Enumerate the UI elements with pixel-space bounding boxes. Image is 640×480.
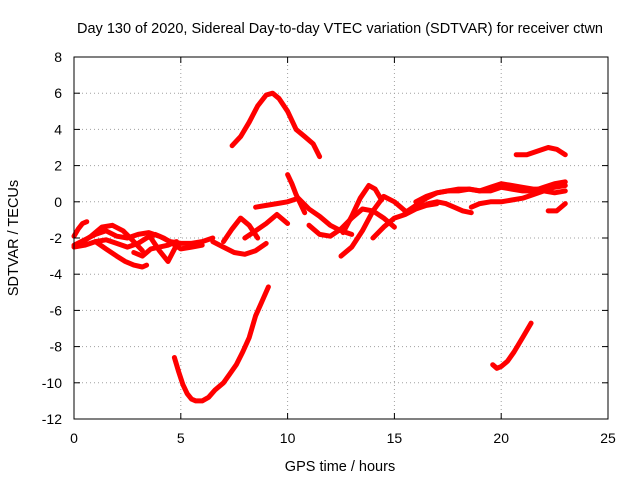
y-axis-label: SDTVAR / TECUs	[6, 180, 22, 296]
series-arc-2	[71, 219, 90, 239]
y-tick-label: -2	[50, 230, 63, 246]
x-axis-ticks: 0 5 10 15 20 25	[70, 57, 616, 446]
y-tick-label: 2	[54, 158, 62, 174]
series-arc-24	[513, 145, 568, 158]
y-tick-label: -4	[50, 266, 63, 282]
series-arc-9	[210, 239, 269, 257]
x-tick-label: 15	[387, 430, 403, 446]
data-series	[71, 90, 568, 404]
series-arc-12	[253, 195, 355, 237]
series-arc-22	[468, 188, 568, 210]
y-tick-label: 4	[54, 121, 62, 137]
series-arc-5	[92, 239, 150, 270]
series-arc-13	[242, 212, 291, 241]
series-arc-25	[545, 201, 568, 214]
series-arc-7	[148, 235, 179, 264]
y-tick-label: -8	[50, 339, 63, 355]
series-arc-8	[171, 284, 271, 404]
y-tick-label: 8	[54, 49, 62, 65]
x-tick-label: 10	[280, 430, 296, 446]
series-arc-3	[77, 222, 145, 254]
x-tick-label: 25	[600, 430, 616, 446]
x-tick-label: 5	[177, 430, 185, 446]
x-axis-label: GPS time / hours	[285, 459, 395, 475]
y-tick-label: 6	[54, 85, 62, 101]
series-arc-21	[417, 199, 474, 216]
series-arc-23	[490, 320, 534, 371]
x-tick-label: 0	[70, 430, 78, 446]
chart-title: Day 130 of 2020, Sidereal Day-to-day VTE…	[77, 21, 603, 37]
x-tick-label: 20	[493, 430, 509, 446]
series-arc-11	[229, 90, 323, 160]
series-arc-14	[285, 172, 308, 216]
y-tick-label: -12	[42, 411, 62, 427]
series-arc-10	[221, 215, 261, 245]
y-axis-ticks: 8 6 4 2 0 -2 -4 -6 -8 -10 -12	[42, 49, 608, 427]
series-arc-16	[338, 193, 408, 259]
series-arc-17	[340, 183, 385, 236]
series-arc-20	[413, 179, 568, 205]
y-tick-label: 0	[54, 194, 62, 210]
grid-lines	[74, 57, 608, 419]
y-tick-label: -6	[50, 302, 63, 318]
y-tick-label: -10	[42, 375, 62, 391]
